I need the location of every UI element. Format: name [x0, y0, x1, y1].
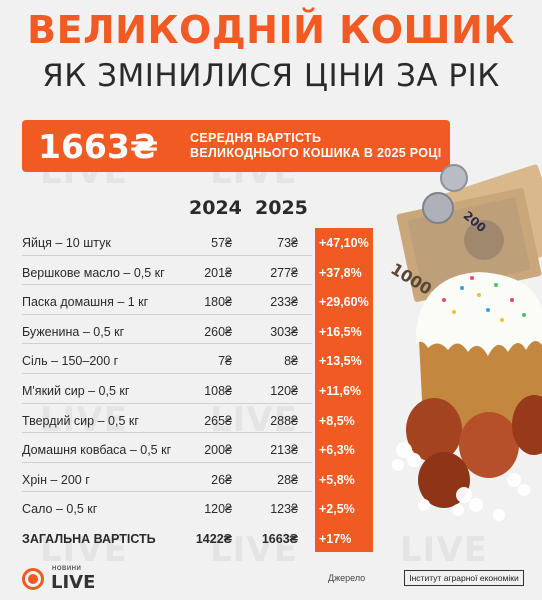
row-divider: [22, 254, 312, 256]
row-divider: [22, 343, 312, 345]
source-name: Інститут аграрної економіки: [404, 570, 524, 586]
row-divider: [22, 461, 312, 463]
item-name: Хрін – 200 г: [22, 472, 90, 487]
price-2025: 28₴: [277, 472, 298, 487]
change-column-background: [315, 228, 373, 552]
row-divider: [22, 372, 312, 374]
page-title: ВЕЛИКОДНІЙ КОШИК: [27, 8, 515, 52]
table-row: Твердий сир – 0,5 кг 265₴ 288₴ +8,5%: [0, 404, 542, 434]
price-2025: 120₴: [270, 384, 298, 398]
egg-icon: [406, 395, 542, 508]
logo-text: LIVE: [51, 572, 96, 593]
row-divider: [22, 284, 312, 286]
price-2025: 8₴: [284, 354, 298, 369]
row-divider: [22, 432, 312, 434]
watermark: LIVE: [210, 400, 298, 440]
watermark: LIVE: [40, 530, 128, 570]
price-2025: 233₴: [270, 295, 298, 310]
price-2024: 26₴: [211, 472, 232, 487]
price-2025: 213₴: [270, 443, 298, 458]
logo-small-text: НОВИНИ: [52, 566, 82, 572]
table-row: Домашня ковбаса – 0,5 кг 200₴ 213₴ +6,3%: [0, 433, 542, 463]
item-name: Сало – 0,5 кг: [22, 502, 98, 517]
total-label: ЗАГАЛЬНА ВАРТІСТЬ: [22, 532, 156, 546]
live-logo-dot: [28, 574, 38, 584]
total-2024: 1422₴: [195, 532, 232, 546]
price-2024: 201₴: [204, 265, 232, 280]
easter-basket-illustration: 1000 200: [387, 164, 542, 521]
row-divider: [22, 402, 312, 404]
price-2025: 73₴: [277, 236, 298, 250]
price-2024: 180₴: [204, 295, 232, 310]
item-name: Домашня ковбаса – 0,5 кг: [22, 443, 172, 458]
price-change: +6,3%: [319, 443, 355, 458]
price-2024: 200₴: [204, 443, 232, 458]
watermark: LIVE: [210, 530, 298, 570]
price-2024: 7₴: [218, 354, 232, 369]
price-2024: 265₴: [204, 413, 232, 428]
total-2025: 1663₴: [261, 532, 298, 546]
price-2025: 123₴: [270, 502, 298, 517]
table-row: Сіль – 150–200 г 7₴ 8₴ +13,5%: [0, 344, 542, 374]
row-divider: [22, 491, 312, 493]
item-name: Яйця – 10 штук: [22, 236, 111, 250]
easter-cake-icon: [416, 272, 542, 440]
source-label: Джерело: [328, 573, 366, 583]
item-name: М'який сир – 0,5 кг: [22, 384, 130, 398]
price-2025: 303₴: [270, 324, 298, 339]
average-cost-banner: 1663₴ СЕРЕДНЯ ВАРТІСТЬ ВЕЛИКОДНЬОГО КОШИ…: [22, 120, 450, 172]
price-change: +47,10%: [319, 236, 369, 250]
watermark: LIVE: [40, 400, 128, 440]
banner-amount: 1663₴: [38, 126, 159, 166]
price-change: +5,8%: [319, 472, 355, 487]
live-logo-icon: [22, 568, 44, 590]
price-change: +29,60%: [319, 295, 369, 310]
item-name: Вершкове масло – 0,5 кг: [22, 265, 165, 280]
item-name: Сіль – 150–200 г: [22, 354, 119, 369]
watermark: LIVE: [400, 530, 488, 570]
price-2024: 108₴: [204, 384, 232, 398]
flower-icon: [392, 442, 530, 521]
price-change: +13,5%: [319, 354, 362, 369]
column-header-2025: 2025: [255, 197, 308, 219]
table-row: Яйця – 10 штук 57₴ 73₴ +47,10%: [0, 226, 542, 256]
item-name: Твердий сир – 0,5 кг: [22, 413, 139, 428]
column-header-2024: 2024: [189, 197, 242, 219]
table-row: Буженина – 0,5 кг 260₴ 303₴ +16,5%: [0, 315, 542, 345]
price-change: +16,5%: [319, 324, 362, 339]
table-row: Паска домашня – 1 кг 180₴ 233₴ +29,60%: [0, 285, 542, 315]
price-2024: 260₴: [204, 324, 232, 339]
item-name: Буженина – 0,5 кг: [22, 324, 125, 339]
price-2024: 120₴: [204, 502, 232, 517]
footer: НОВИНИ LIVE Джерело Інститут аграрної ек…: [0, 562, 542, 600]
item-name: Паска домашня – 1 кг: [22, 295, 149, 310]
table-total-row: ЗАГАЛЬНА ВАРТІСТЬ 1422₴ 1663₴ +17%: [0, 522, 542, 552]
table-row: Сало – 0,5 кг 120₴ 123₴ +2,5%: [0, 492, 542, 522]
banner-text: СЕРЕДНЯ ВАРТІСТЬ ВЕЛИКОДНЬОГО КОШИКА В 2…: [190, 131, 442, 161]
price-2025: 277₴: [270, 265, 298, 280]
page-subtitle: ЯК ЗМІНИЛИСЯ ЦІНИ ЗА РІК: [42, 58, 500, 94]
table-row: Хрін – 200 г 26₴ 28₴ +5,8%: [0, 463, 542, 493]
coin-icon: [422, 164, 468, 224]
price-change: +8,5%: [319, 413, 355, 428]
price-2025: 288₴: [270, 413, 298, 428]
banner-text-line2: ВЕЛИКОДНЬОГО КОШИКА В 2025 РОЦІ: [190, 146, 442, 160]
price-change: +11,6%: [319, 384, 362, 398]
table-row: М'який сир – 0,5 кг 108₴ 120₴ +11,6%: [0, 374, 542, 404]
row-divider: [22, 313, 312, 315]
banner-text-line1: СЕРЕДНЯ ВАРТІСТЬ: [190, 131, 322, 145]
price-change: +37,8%: [319, 265, 362, 280]
table-row: Вершкове масло – 0,5 кг 201₴ 277₴ +37,8%: [0, 256, 542, 286]
price-2024: 57₴: [211, 236, 232, 250]
price-change: +2,5%: [319, 502, 355, 517]
total-change: +17%: [319, 532, 352, 546]
